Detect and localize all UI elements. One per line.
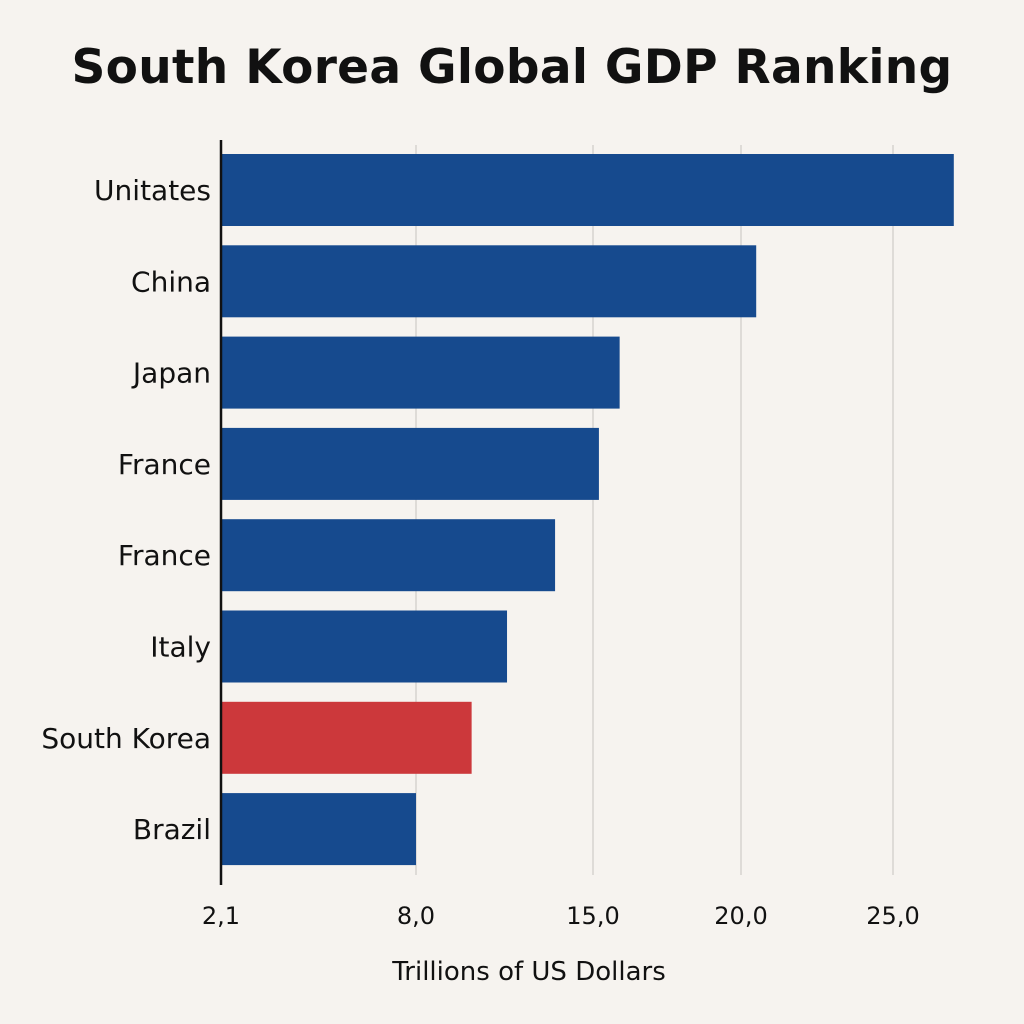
chart-title: South Korea Global GDP Ranking: [71, 40, 953, 95]
x-tick-label: 25,0: [866, 902, 919, 930]
bar-japan: [221, 336, 620, 409]
x-tick-label: 15,0: [566, 902, 619, 930]
category-label: Unitates: [94, 174, 211, 207]
category-label: France: [118, 539, 211, 572]
x-axis-title: Trillions of US Dollars: [391, 957, 666, 987]
x-tick-labels: 2,1 8,0 15,0 20,0 25,0: [202, 902, 920, 930]
bar-france: [221, 427, 599, 500]
category-label: China: [131, 265, 211, 298]
bar-italy: [221, 610, 508, 683]
x-tick-label: 8,0: [397, 902, 435, 930]
category-label: Japan: [131, 357, 211, 390]
x-tick-label: 20,0: [714, 902, 767, 930]
category-label: South Korea: [41, 722, 211, 755]
category-label: Italy: [150, 631, 211, 664]
x-tick-label: 2,1: [202, 902, 240, 930]
bar-france: [221, 519, 556, 592]
bar-brazil: [221, 793, 416, 866]
bar-unitates: [221, 154, 954, 226]
category-label: France: [118, 448, 211, 481]
category-labels: Unitates China Japan France France Italy South…: [41, 174, 211, 846]
bar-south-korea: [221, 701, 472, 774]
bars-group: [221, 154, 954, 866]
category-label: Brazil: [133, 813, 211, 846]
bar-china: [221, 245, 757, 318]
